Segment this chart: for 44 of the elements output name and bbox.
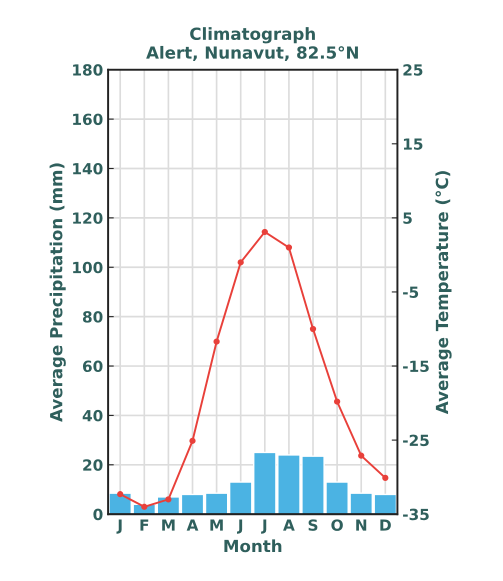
y-tick-label: 0 xyxy=(93,508,103,520)
x-tick-label: J xyxy=(237,520,242,534)
point xyxy=(262,228,268,236)
y2-tick-label: 15 xyxy=(404,138,422,150)
y-axis-title: Average Precipitation (mm) xyxy=(50,163,66,422)
chart-title: Climatograph Alert, Nunavut, 82.5°N xyxy=(146,27,358,61)
y-tick-label: 20 xyxy=(83,459,103,471)
x-tick-label: S xyxy=(308,519,318,531)
y-tick-label: 140 xyxy=(73,162,103,175)
x-tick-label: N xyxy=(356,520,366,531)
y2-tick-label: -25 xyxy=(403,434,429,446)
x-tick-label: J xyxy=(261,520,266,534)
x-tick-label: M xyxy=(210,520,223,531)
y-tick-label: 80 xyxy=(82,311,103,323)
y2-tick-label: -5 xyxy=(403,286,418,298)
y-tick-label: 120 xyxy=(73,212,103,224)
point xyxy=(382,474,388,482)
point xyxy=(238,259,244,266)
y2-tick-label: 25 xyxy=(403,64,422,76)
point xyxy=(213,338,220,345)
x-tick-label: F xyxy=(140,520,148,531)
y-tick-label: 160 xyxy=(73,114,103,126)
y2-tick-label: 5 xyxy=(403,212,412,224)
y2-tick-label: -35 xyxy=(403,508,429,520)
x-tick-label: M xyxy=(162,520,175,531)
point xyxy=(165,496,172,502)
y-tick-label: 100 xyxy=(73,262,103,274)
point xyxy=(117,491,124,498)
x-axis-title: Month xyxy=(224,539,282,552)
x-tick-label: A xyxy=(283,520,295,531)
point xyxy=(189,438,196,444)
x-tick-label: J xyxy=(116,520,122,534)
point xyxy=(310,326,316,332)
y2-tick-label: -15 xyxy=(403,360,429,372)
point xyxy=(358,452,364,459)
x-tick-label: A xyxy=(186,520,198,531)
y-tick-label: 180 xyxy=(73,64,103,76)
y-tick-label: 60 xyxy=(82,360,103,372)
point xyxy=(334,398,340,405)
x-tick-label: O xyxy=(331,519,343,531)
y2-axis-title: Average Temperature (°C) xyxy=(435,171,452,414)
y-tick-label: 40 xyxy=(82,410,103,422)
x-tick-label: D xyxy=(380,520,391,531)
point xyxy=(286,244,292,251)
